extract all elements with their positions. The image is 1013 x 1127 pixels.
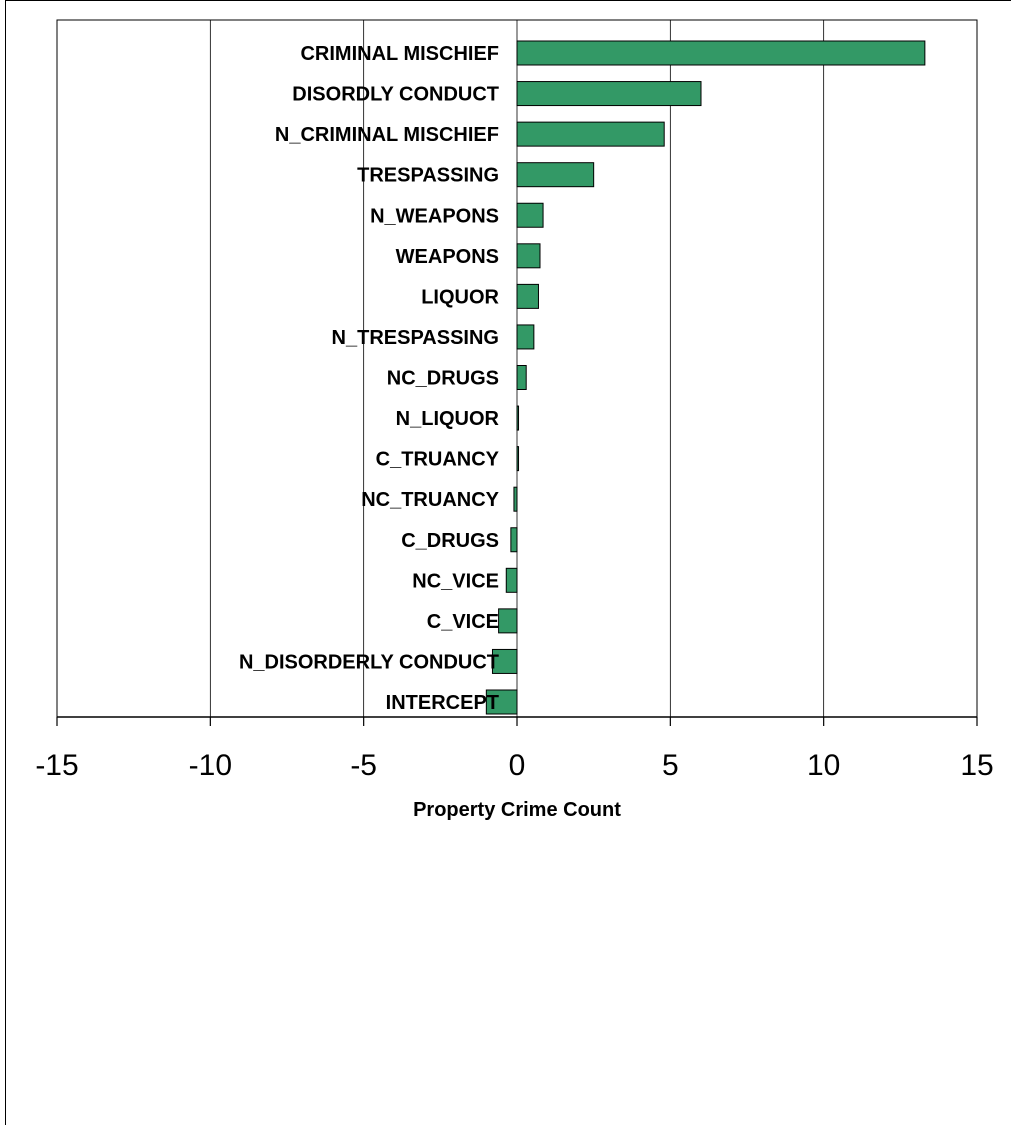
x-tick-label: -5 [350, 749, 377, 782]
bar [485, 689, 518, 715]
category-label: N_WEAPONS [370, 205, 499, 227]
category-label: WEAPONS [396, 246, 499, 268]
category-label: N_TRESPASSING [332, 327, 499, 349]
bars [485, 40, 926, 715]
x-tick-label: 15 [960, 749, 993, 782]
category-label: CRIMINAL MISCHIEF [300, 43, 499, 65]
x-tick-label: -15 [35, 749, 78, 782]
category-label: N_DISORDERLY CONDUCT [239, 651, 499, 673]
bar [498, 608, 518, 634]
bar [516, 40, 926, 66]
bar [516, 365, 527, 390]
x-tick-labels: -15 -10 -5 0 5 10 15 [35, 749, 993, 782]
bar [516, 283, 539, 309]
category-label: C_DRUGS [401, 530, 499, 552]
x-axis-title: Property Crime Count [413, 799, 621, 821]
chart-frame [5, 0, 1011, 1125]
bar [510, 527, 518, 553]
x-tick-label: -10 [189, 749, 232, 782]
bar [516, 202, 544, 228]
category-labels: CRIMINAL MISCHIEF DISORDLY CONDUCT N_CRIMI… [239, 43, 500, 714]
bar [505, 567, 518, 593]
category-label: N_CRIMINAL MISCHIEF [275, 124, 499, 146]
category-label: LIQUOR [421, 286, 499, 308]
category-label: INTERCEPT [386, 692, 499, 714]
x-ticks [56, 717, 978, 726]
category-label: NC_DRUGS [387, 368, 499, 390]
bar [491, 648, 518, 674]
bar [516, 81, 702, 107]
bar [513, 486, 518, 512]
bar [516, 121, 665, 147]
category-label: DISORDLY CONDUCT [292, 84, 499, 106]
category-label: C_VICE [427, 611, 499, 633]
category-label: N_LIQUOR [396, 408, 500, 430]
bar [516, 324, 535, 350]
x-tick-label: 5 [662, 749, 679, 782]
bar [516, 405, 520, 431]
grid-lines [209, 20, 825, 717]
bar [516, 446, 520, 472]
x-tick-label: 10 [807, 749, 840, 782]
category-label: C_TRUANCY [376, 449, 500, 471]
bar [516, 243, 541, 269]
category-label: NC_TRUANCY [361, 489, 499, 511]
bar [516, 162, 595, 188]
category-label: NC_VICE [412, 570, 499, 592]
x-tick-label: 0 [509, 749, 526, 782]
category-label: TRESPASSING [357, 165, 499, 187]
